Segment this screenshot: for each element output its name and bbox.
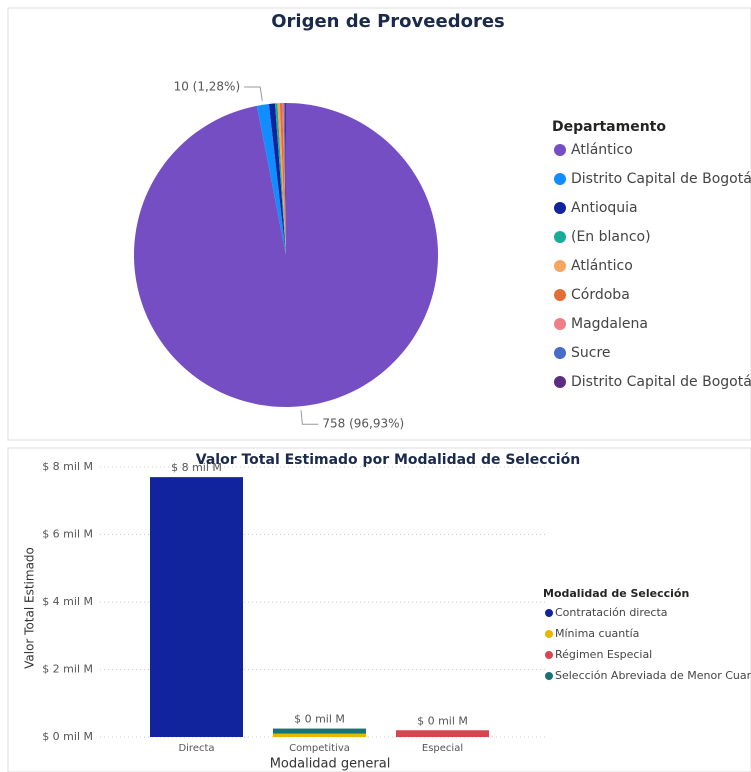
legend-swatch <box>545 609 553 617</box>
legend-label: Sucre <box>571 345 611 361</box>
legend-label: Selección Abreviada de Menor Cuantía <box>555 669 751 682</box>
pie-slice <box>277 103 286 255</box>
legend-swatch <box>545 651 553 659</box>
legend-label: Atlántico <box>571 258 633 274</box>
pie-slice <box>279 103 286 255</box>
bar-panel <box>7 447 751 772</box>
pie-slice <box>275 103 286 255</box>
data-label: 758 (96,93%) <box>322 417 404 431</box>
bar-segment <box>396 730 489 737</box>
x-tick-label: Directa <box>178 743 214 754</box>
legend-swatch <box>554 173 566 185</box>
legend-label: Atlántico <box>571 142 633 158</box>
y-tick-label: $ 0 mil M <box>42 730 93 743</box>
bar-segment <box>273 728 366 734</box>
bar-segment <box>150 477 243 737</box>
leader-line <box>300 410 319 425</box>
pie-legend-title: Departamento <box>552 119 666 135</box>
legend-swatch <box>554 376 566 388</box>
data-label: $ 0 mil M <box>294 713 345 726</box>
leader-line <box>244 86 263 101</box>
legend-label: Magdalena <box>571 316 648 332</box>
y-tick-label: $ 6 mil M <box>42 528 93 541</box>
legend-label: Antioquia <box>571 200 638 216</box>
legend-swatch <box>545 672 553 680</box>
legend-label: (En blanco) <box>571 229 651 245</box>
legend-label: Córdoba <box>571 287 630 303</box>
legend-label: Régimen Especial <box>555 648 652 661</box>
data-label: $ 0 mil M <box>417 714 468 727</box>
y-tick-label: $ 4 mil M <box>42 595 93 608</box>
legend-swatch <box>554 260 566 272</box>
legend-swatch <box>554 231 566 243</box>
pie-title: Origen de Proveedores <box>271 11 505 32</box>
legend-swatch <box>554 202 566 214</box>
legend-label: Distrito Capital de Bogotá <box>571 171 751 187</box>
data-label: $ 8 mil M <box>171 461 222 474</box>
x-tick-label: Competitiva <box>289 743 350 754</box>
legend-label: Distrito Capital de Bogotá <box>571 374 751 390</box>
legend-swatch <box>554 318 566 330</box>
pie-slice <box>283 103 286 255</box>
bar-legend-title: Modalidad de Selección <box>543 587 689 600</box>
legend-swatch <box>554 347 566 359</box>
legend-label: Contratación directa <box>555 606 668 619</box>
legend-label: Mínima cuantía <box>555 627 639 640</box>
pie-slice <box>268 103 286 255</box>
bar-title: Valor Total Estimado por Modalidad de Se… <box>196 452 580 468</box>
pie-slice <box>256 103 286 255</box>
pie-slice <box>284 103 286 255</box>
bar-segment <box>273 733 366 737</box>
x-tick-label: Especial <box>422 743 463 754</box>
legend-swatch <box>545 630 553 638</box>
x-axis-label: Modalidad general <box>270 757 391 772</box>
legend-swatch <box>554 144 566 156</box>
y-tick-label: $ 8 mil M <box>42 460 93 473</box>
data-label: 10 (1,28%) <box>174 79 241 93</box>
pie-slice <box>282 103 286 255</box>
y-tick-label: $ 2 mil M <box>42 663 93 676</box>
y-axis-label: Valor Total Estimado <box>23 547 37 669</box>
legend-swatch <box>554 289 566 301</box>
